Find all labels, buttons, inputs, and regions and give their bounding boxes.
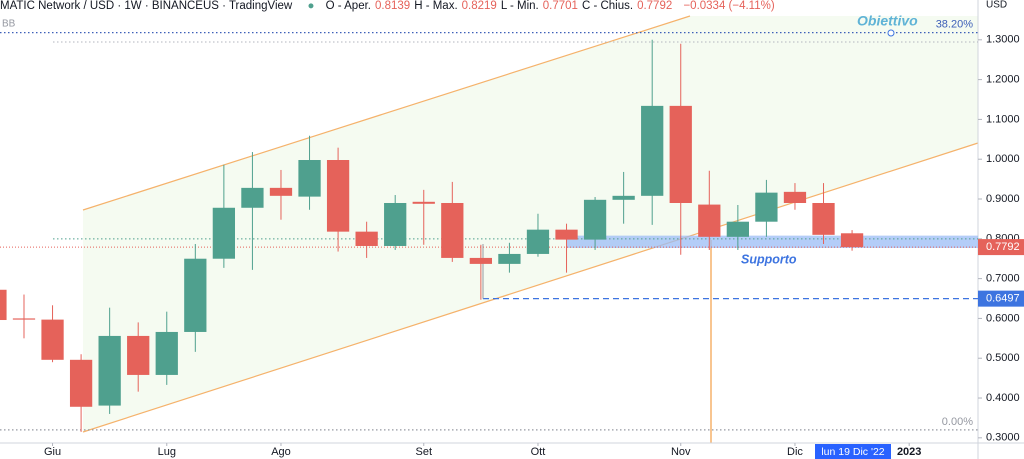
- y-tick-label: 0.9000: [986, 193, 1020, 205]
- x-tick-label: Ott: [531, 446, 546, 458]
- symbol-title: MATIC Network / USD · 1W · BINANCEUS · T…: [0, 0, 293, 12]
- y-tick-label: 1.1000: [986, 113, 1020, 125]
- candle-body: [98, 335, 121, 406]
- candle-body: [212, 207, 236, 259]
- candle-body: [41, 319, 64, 360]
- ohlc: O - Aper. 0.8139 H - Max. 0.8219 L - Min. 0.7…: [326, 0, 677, 12]
- y-tick-label: 1.3000: [986, 34, 1020, 46]
- support-zone: [567, 235, 978, 248]
- y-tick-label: 1.0000: [986, 153, 1020, 165]
- candle-body: [127, 335, 150, 375]
- candle-body: [698, 204, 721, 237]
- x-tick-label: Nov: [671, 446, 691, 458]
- channel-fill: [83, 16, 978, 432]
- candle-body: [441, 202, 464, 258]
- x-tick-label: Ago: [271, 446, 291, 458]
- y-tick-label: 0.3000: [986, 432, 1020, 444]
- candle-body: [526, 229, 550, 254]
- status-dot: ●: [307, 0, 315, 12]
- price-tag: [978, 290, 1024, 307]
- candle-body: [583, 199, 607, 240]
- x-tick-label: Dic: [787, 446, 803, 458]
- price-tag-label: 0.7792: [986, 241, 1020, 253]
- candle-body: [69, 359, 93, 407]
- ohlc-label: O - Aper.: [325, 0, 371, 12]
- y-tick-label: 0.6000: [986, 312, 1020, 324]
- candle-body: [184, 258, 207, 332]
- candle-body: [840, 233, 864, 248]
- x-tick-label: Set: [415, 446, 432, 458]
- candle-body: [469, 257, 492, 264]
- x-tick-label: 2023: [897, 446, 921, 458]
- target-label: Obiettivo: [857, 13, 918, 29]
- candle-body: [155, 331, 178, 375]
- x-tick-label: Lug: [158, 446, 176, 458]
- ohlc-value: 0.7792: [637, 0, 673, 12]
- candle-body: [355, 231, 378, 246]
- candle-body: [812, 202, 835, 235]
- y-tick-label: 0.7000: [986, 273, 1020, 285]
- ohlc-value: 0.8219: [461, 0, 497, 12]
- candle-body: [298, 160, 321, 197]
- candle-body: [783, 191, 807, 203]
- ohlc-value: 0.7701: [542, 0, 578, 12]
- channel-lower: [82, 142, 979, 433]
- candle-body: [755, 192, 778, 222]
- candle-body: [12, 318, 36, 320]
- candle-body: [412, 201, 435, 204]
- header: MATIC Network / USD · 1W · BINANCEUS · T…: [0, 0, 779, 16]
- currency-label: USD: [986, 0, 1007, 11]
- candle-body: [726, 221, 749, 237]
- change: −0.0334 (−4.11%): [683, 0, 775, 12]
- candle-body: [0, 289, 7, 321]
- crosshair-tag: [815, 444, 891, 459]
- y-tick-label: 0.4000: [986, 392, 1020, 404]
- candle-body: [612, 195, 635, 200]
- support-label: Supporto: [741, 252, 797, 266]
- candle-body: [384, 202, 407, 246]
- crosshair-label: lun 19 Dic '22: [821, 446, 884, 458]
- candle-body: [555, 229, 578, 240]
- fib-label: 38.20%: [936, 19, 974, 31]
- target-handle: [887, 29, 895, 37]
- ohlc-label: C - Chius.: [581, 0, 634, 12]
- channel-upper: [82, 15, 691, 211]
- y-tick-label: 1.2000: [986, 74, 1020, 86]
- ohlc-label: H - Max.: [414, 0, 458, 12]
- candle-body: [498, 253, 521, 264]
- fib-label: 0.00%: [942, 416, 973, 428]
- candle-body: [641, 105, 664, 196]
- price-tag-label: 0.6497: [986, 293, 1020, 305]
- x-tick-label: Giu: [44, 446, 61, 458]
- price-tag: [978, 239, 1024, 256]
- candle-body: [326, 160, 350, 232]
- y-tick-label: 0.5000: [986, 352, 1020, 364]
- ohlc-value: 0.8139: [375, 0, 411, 12]
- candle-body: [241, 187, 264, 208]
- candle-body: [269, 187, 293, 196]
- indicator-label: BB: [2, 19, 16, 30]
- candle-body: [669, 105, 692, 203]
- ohlc-label: L - Min.: [500, 0, 539, 12]
